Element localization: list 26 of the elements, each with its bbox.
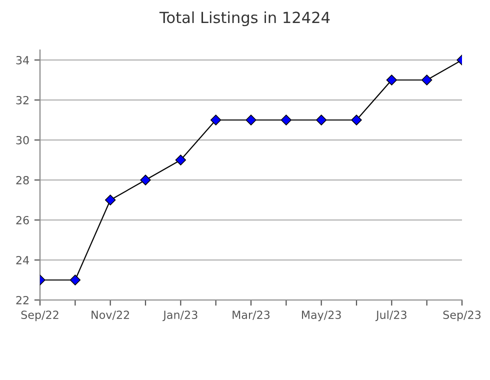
chart-title: Total Listings in 12424 bbox=[159, 11, 330, 26]
point bbox=[280, 114, 292, 126]
point bbox=[140, 174, 151, 186]
point bbox=[175, 154, 186, 166]
point bbox=[70, 274, 80, 286]
point bbox=[316, 114, 327, 126]
x-tick-label: Jan/23 bbox=[162, 310, 198, 322]
point bbox=[422, 74, 432, 86]
y-tick-label: 34 bbox=[16, 56, 29, 64]
point bbox=[210, 114, 222, 126]
point bbox=[351, 114, 362, 126]
y-tick-label: 32 bbox=[16, 96, 28, 104]
y-tick-label: 28 bbox=[16, 176, 29, 184]
x-tick-label: Jul/23 bbox=[375, 310, 406, 322]
x-tick-label: Nov/22 bbox=[92, 310, 130, 320]
point bbox=[246, 114, 256, 126]
x-tick-label: May/23 bbox=[302, 310, 341, 322]
x-tick-label: Mar/23 bbox=[232, 310, 270, 320]
y-tick-label: 24 bbox=[16, 256, 29, 264]
point bbox=[386, 74, 397, 86]
y-tick-label: 26 bbox=[16, 216, 29, 224]
y-tick-label: 22 bbox=[16, 296, 28, 304]
y-tick-label: 30 bbox=[16, 136, 29, 144]
x-tick-label: Sep/23 bbox=[443, 310, 481, 322]
x-tick-label: Sep/22 bbox=[21, 310, 58, 322]
point bbox=[105, 194, 116, 206]
